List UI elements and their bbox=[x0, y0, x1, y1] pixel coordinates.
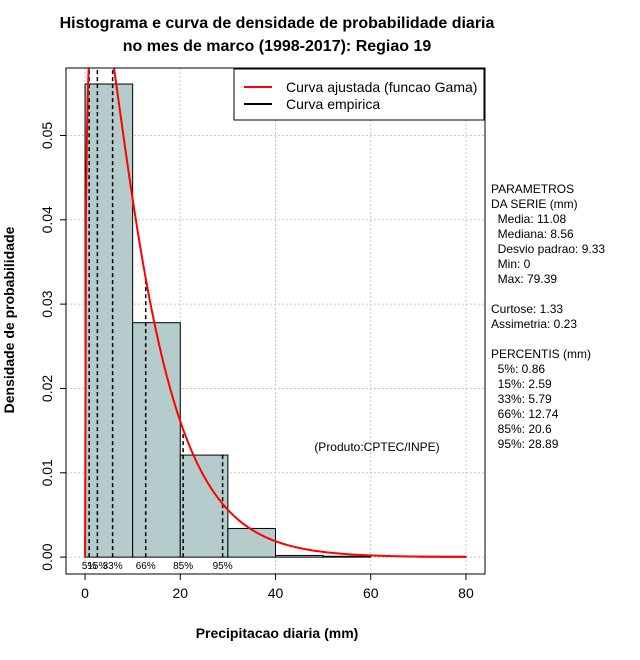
histogram-bar bbox=[84, 83, 134, 558]
parameter-line: PARAMETROS bbox=[491, 182, 575, 196]
legend-label-gamma: Curva ajustada (funcao Gama) bbox=[286, 79, 477, 95]
histogram-bar bbox=[275, 554, 324, 558]
x-tick-label: 20 bbox=[172, 585, 188, 601]
x-tick-label: 60 bbox=[363, 585, 379, 601]
parameter-line: Min: 0 bbox=[491, 257, 531, 271]
parameter-line: Curtose: 1.33 bbox=[491, 302, 564, 316]
x-axis-title: Precipitacao diaria (mm) bbox=[196, 625, 359, 641]
parameter-line bbox=[491, 287, 605, 302]
x-tick-label: 80 bbox=[458, 585, 474, 601]
parameter-line: DA SERIE (mm) bbox=[491, 197, 578, 211]
parameter-line: PERCENTIS (mm) bbox=[491, 347, 591, 361]
x-tick-label: 40 bbox=[268, 585, 284, 601]
histogram-bar bbox=[227, 527, 277, 558]
percentile-label: 85% bbox=[173, 561, 193, 572]
percentile-label: 33% bbox=[103, 561, 123, 572]
clipped-plot-content bbox=[84, 68, 467, 558]
percentile-label: 5% bbox=[82, 561, 97, 572]
parameter-line: 5%: 0.86 bbox=[491, 362, 546, 376]
parameter-line: 85%: 20.6 bbox=[491, 422, 552, 436]
legend-label-empirical: Curva empirica bbox=[286, 96, 380, 112]
credit-annotation: (Produto:CPTEC/INPE) bbox=[314, 440, 439, 454]
y-tick-label: 0.03 bbox=[39, 290, 55, 317]
plot-area: 5%15%33% 66% 85% 95% 0 20 40 60 80 0.00 0.01 0.02 0.… bbox=[39, 67, 486, 601]
y-tick-label: 0.01 bbox=[39, 459, 55, 486]
y-tick-label: 0.02 bbox=[39, 375, 55, 402]
parameter-line: 33%: 5.79 bbox=[491, 392, 552, 406]
parameter-line: Media: 11.08 bbox=[491, 212, 567, 226]
legend: Curva ajustada (funcao Gama)Curva empiri… bbox=[233, 68, 485, 121]
percentile-label: 95% bbox=[213, 561, 233, 572]
histogram-bar bbox=[322, 555, 372, 558]
y-tick-label: 0.00 bbox=[39, 543, 55, 570]
percentile-label: 66% bbox=[136, 561, 156, 572]
y-tick-label: 0.05 bbox=[39, 122, 55, 149]
legend-box bbox=[233, 68, 485, 121]
parameter-line: 95%: 28.89 bbox=[491, 437, 559, 451]
series-parameters-panel: PARAMETROS DA SERIE (mm) Media: 11.08 Med… bbox=[491, 182, 605, 452]
parameter-line: Assimetria: 0.23 bbox=[491, 317, 578, 331]
parameter-line: 15%: 2.59 bbox=[491, 377, 552, 391]
y-axis-title: Densidade de probabilidade bbox=[1, 226, 17, 413]
parameter-line: Mediana: 8.56 bbox=[491, 227, 574, 241]
histogram-bar bbox=[132, 322, 181, 558]
parameter-line: Max: 79.39 bbox=[491, 272, 558, 286]
parameter-line bbox=[491, 332, 605, 347]
gamma-fitted-curve bbox=[84, 68, 466, 558]
y-tick-label: 0.04 bbox=[39, 206, 55, 233]
histogram-bar bbox=[179, 454, 229, 558]
x-tick-label: 0 bbox=[81, 585, 89, 601]
parameter-line: Desvio padrao: 9.33 bbox=[491, 242, 606, 256]
parameter-line: 66%: 12.74 bbox=[491, 407, 559, 421]
chart-title-line-1: Histograma e curva de densidade de proba… bbox=[60, 15, 495, 32]
chart-title-line-2: no mes de marco (1998-2017): Regiao 19 bbox=[123, 38, 432, 55]
percentile-label: 15% bbox=[87, 561, 107, 572]
